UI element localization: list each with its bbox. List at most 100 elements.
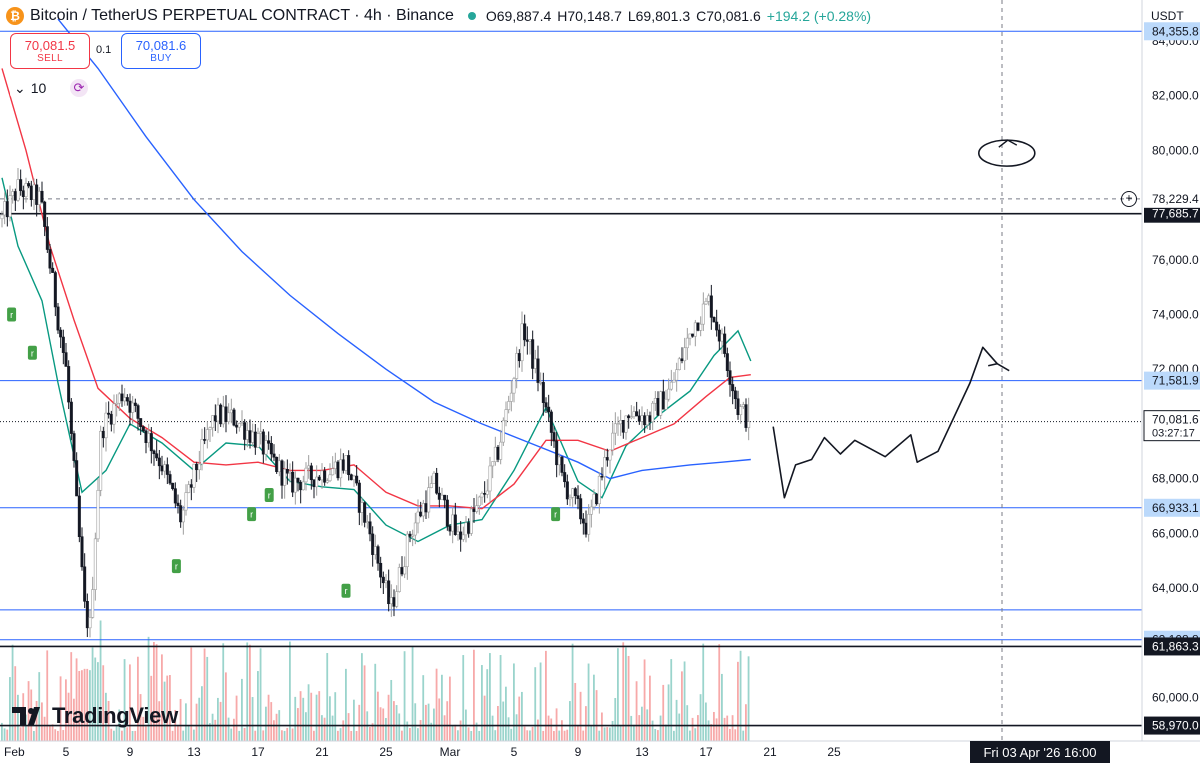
candle-body [243, 422, 247, 440]
volume-bar [745, 704, 747, 741]
candle-body [624, 415, 628, 433]
candle-body [360, 502, 364, 513]
buy-button[interactable]: 70,081.6 BUY [121, 33, 201, 69]
tradingview-logo-icon [12, 707, 40, 725]
level-price-label: 84,355.8 [1152, 24, 1199, 38]
candle-body [413, 522, 417, 536]
candle-body [371, 533, 375, 555]
candle-body [728, 370, 732, 385]
horizontal-levels[interactable] [0, 0, 1142, 769]
candle-body [501, 420, 505, 443]
volume-bar [681, 671, 683, 741]
volume-bar [177, 725, 179, 741]
volume-bar [158, 701, 161, 741]
volume-bar [233, 718, 235, 741]
price-tick-label: 68,000.0 [1152, 472, 1199, 486]
candle-body [515, 353, 519, 379]
volume-bar [550, 718, 553, 741]
symbol-title[interactable]: Bitcoin / TetherUS PERPETUAL CONTRACT · … [30, 7, 454, 24]
tradingview-logo[interactable]: TradingView [12, 703, 178, 729]
candle-body [187, 484, 191, 493]
bar-countdown-label: 03:27:17 [1152, 428, 1195, 440]
candle-body [248, 430, 252, 443]
candle-body [408, 533, 412, 537]
volume-bar [243, 727, 246, 741]
volume-bar [497, 706, 499, 741]
volume-bar [582, 730, 585, 741]
volume-bar [411, 647, 414, 741]
drawings[interactable] [772, 139, 1036, 499]
ohlc-open: O69,887.4 [485, 8, 552, 24]
candle-body [560, 456, 564, 473]
candle-body [659, 391, 663, 416]
candle-body [552, 432, 556, 442]
volume-bar [107, 700, 110, 741]
crosshair-price-badge [1144, 189, 1200, 208]
candle-body [587, 513, 591, 535]
candle-body [496, 446, 500, 460]
candle-body [517, 353, 521, 362]
candle-body [136, 405, 140, 419]
ma-slow-line [57, 18, 751, 480]
order-quantity[interactable]: 0.1 [96, 44, 112, 56]
price-axis[interactable]: 58,000.060,000.062,000.064,000.066,000.0… [1141, 0, 1200, 769]
candle-body [696, 322, 700, 331]
volume-bar [563, 730, 566, 741]
volume-bar [161, 654, 163, 741]
volume-bar [553, 730, 555, 741]
candle-body [437, 492, 441, 500]
volume-bar [187, 725, 190, 741]
candle-body [144, 430, 148, 443]
volume-bar [62, 730, 65, 741]
volume-bar [73, 698, 75, 741]
volume-bar [283, 730, 286, 741]
candle-body [677, 358, 681, 371]
candle-body [739, 406, 743, 416]
candle-body [13, 191, 17, 201]
volume-bar [315, 694, 318, 741]
volume-bar [209, 723, 211, 741]
candle-body [107, 412, 111, 415]
volume-bar [235, 695, 238, 741]
target-circle-arrow [998, 139, 1018, 148]
add-alert-icon[interactable]: + [1121, 191, 1137, 207]
volume-bar [193, 729, 195, 741]
candle-body [523, 323, 527, 341]
volume-bar [326, 653, 329, 741]
volume-bar [491, 715, 494, 741]
signal-marker [247, 507, 257, 522]
volume-bar [206, 656, 209, 741]
volume-bar [222, 643, 225, 741]
candle-body [427, 487, 431, 513]
volume-bar [190, 647, 193, 741]
signal-marker-label: r [554, 510, 557, 520]
candle-body [701, 303, 705, 325]
volume-bar [387, 694, 390, 741]
sell-button[interactable]: 70,081.5 SELL [10, 33, 90, 69]
candle-body [267, 440, 271, 444]
volume-bar [105, 692, 107, 741]
volume-bar [587, 663, 590, 741]
price-tick-label: 82,000.0 [1152, 89, 1199, 103]
volume-bar [534, 667, 537, 741]
interval-selector[interactable]: ⌄ 10 [10, 78, 56, 98]
currency-label[interactable]: USDT [1151, 9, 1184, 23]
volume-bar [627, 655, 630, 741]
volume-bar [529, 730, 531, 741]
volume-bar [515, 714, 518, 741]
volume-bar [475, 722, 478, 741]
candle-body [589, 506, 593, 515]
volume-bar [286, 727, 289, 741]
candle-body [205, 429, 209, 441]
symbol-header[interactable]: ₿ Bitcoin / TetherUS PERPETUAL CONTRACT … [6, 5, 871, 27]
candle-body [157, 457, 161, 467]
volume-bar [153, 642, 155, 741]
time-tick-label: 21 [763, 745, 777, 759]
candle-body [235, 424, 239, 428]
refresh-icon[interactable]: ⟳ [70, 79, 88, 97]
volume-bar [731, 715, 734, 741]
candle-body [736, 398, 740, 416]
volume-bar [361, 653, 363, 741]
candle-body [485, 490, 489, 495]
